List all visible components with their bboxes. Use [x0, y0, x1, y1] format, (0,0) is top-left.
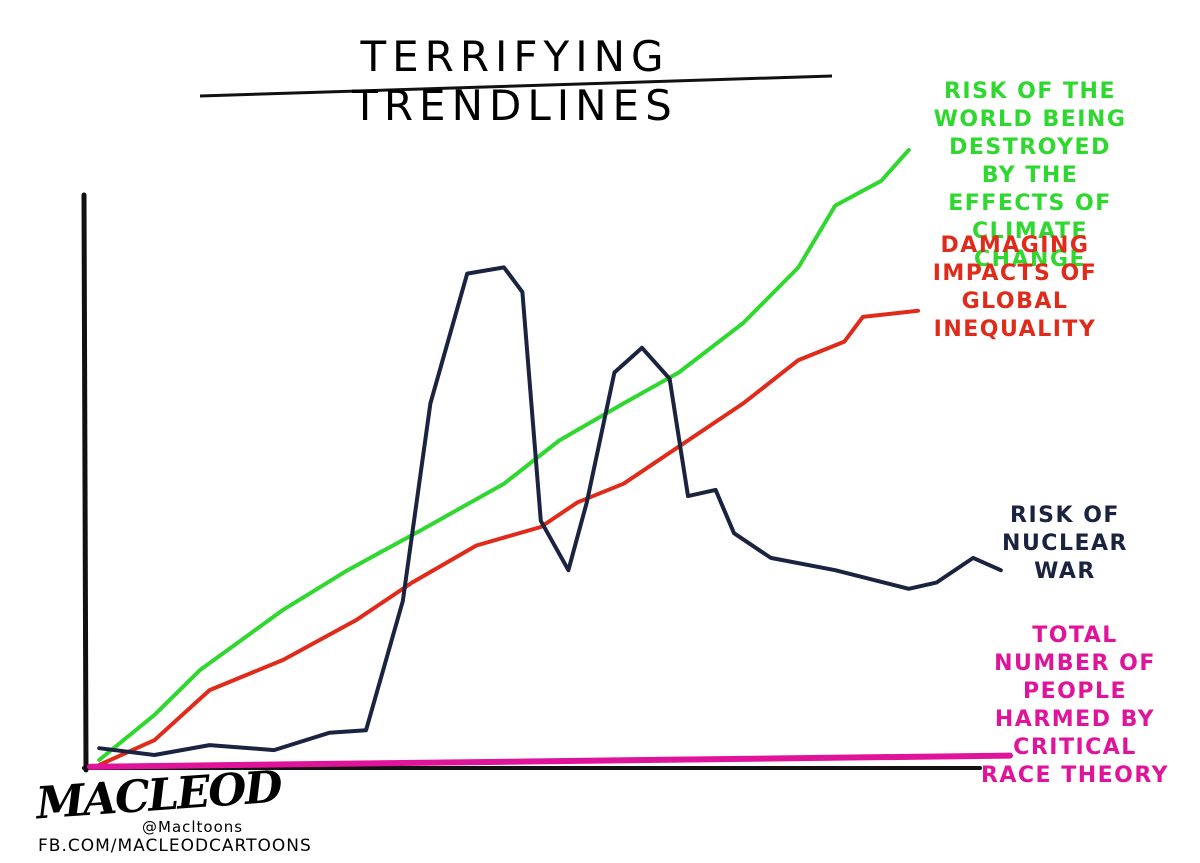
y-axis — [81, 192, 89, 773]
facebook: FB.COM/MACLEODCARTOONS — [38, 836, 312, 856]
series-line — [97, 308, 920, 767]
title-underline — [199, 74, 833, 98]
series-line — [97, 148, 911, 762]
series-label: RISK OF THE WORLD BEING DESTROYED BY THE… — [933, 79, 1127, 272]
series-label: RISK OF NUCLEAR WAR — [1002, 503, 1128, 584]
series-label: DAMAGING IMPACTS OF GLOBAL INEQUALITY — [932, 233, 1098, 342]
handle: @Macltoons — [142, 818, 244, 836]
series-label: TOTAL NUMBER OF PEOPLE HARMED BY CRITICA… — [980, 623, 1170, 788]
chart-title: TERRIFYING TRENDLINES — [352, 32, 678, 130]
series-line — [87, 752, 1013, 770]
series-line — [97, 265, 1003, 757]
